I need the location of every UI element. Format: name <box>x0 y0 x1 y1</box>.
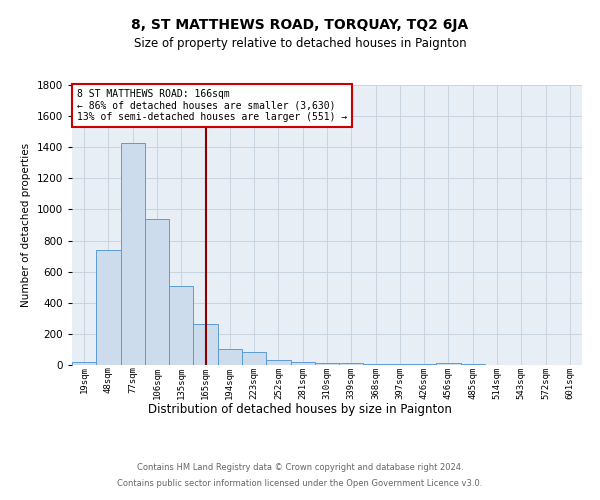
Bar <box>461 364 485 365</box>
Bar <box>388 364 412 365</box>
Text: Size of property relative to detached houses in Paignton: Size of property relative to detached ho… <box>134 38 466 51</box>
Bar <box>193 324 218 365</box>
Text: Distribution of detached houses by size in Paignton: Distribution of detached houses by size … <box>148 402 452 415</box>
Bar <box>290 362 315 365</box>
Text: Contains HM Land Registry data © Crown copyright and database right 2024.: Contains HM Land Registry data © Crown c… <box>137 462 463 471</box>
Bar <box>96 250 121 365</box>
Bar <box>364 364 388 365</box>
Bar <box>242 352 266 365</box>
Bar <box>145 219 169 365</box>
Bar <box>169 286 193 365</box>
Text: 8, ST MATTHEWS ROAD, TORQUAY, TQ2 6JA: 8, ST MATTHEWS ROAD, TORQUAY, TQ2 6JA <box>131 18 469 32</box>
Bar <box>315 364 339 365</box>
Bar <box>218 348 242 365</box>
Bar <box>436 362 461 365</box>
Bar <box>339 364 364 365</box>
Bar <box>412 364 436 365</box>
Bar <box>266 360 290 365</box>
Bar <box>72 362 96 365</box>
Text: Contains public sector information licensed under the Open Government Licence v3: Contains public sector information licen… <box>118 479 482 488</box>
Y-axis label: Number of detached properties: Number of detached properties <box>21 143 31 307</box>
Bar <box>121 142 145 365</box>
Text: 8 ST MATTHEWS ROAD: 166sqm
← 86% of detached houses are smaller (3,630)
13% of s: 8 ST MATTHEWS ROAD: 166sqm ← 86% of deta… <box>77 89 347 122</box>
